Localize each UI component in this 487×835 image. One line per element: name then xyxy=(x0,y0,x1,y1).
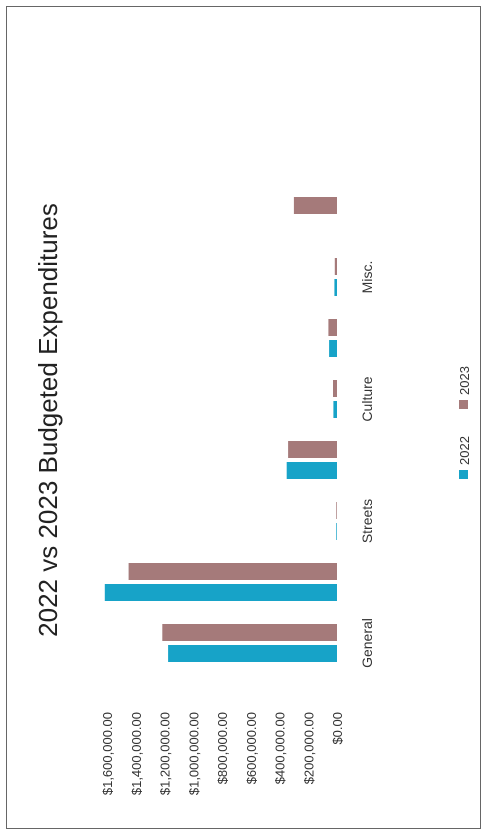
value-tick-label: $400,000.00 xyxy=(273,712,288,784)
bar-2022-slot-5 xyxy=(329,340,337,357)
value-tick-label: $200,000.00 xyxy=(301,712,316,784)
category-label: Streets xyxy=(359,499,375,543)
value-tick-label: $1,600,000.00 xyxy=(100,712,115,795)
legend-label: 2023 xyxy=(457,366,472,395)
value-tick-label: $800,000.00 xyxy=(215,712,230,784)
bar-2023-Streets xyxy=(336,502,337,519)
bar-2023-slot-7 xyxy=(293,197,337,214)
category-label: General xyxy=(359,618,375,668)
bar-2023-General xyxy=(162,624,337,641)
legend: 2022 2023 xyxy=(457,366,472,479)
bar-2023-Misc. xyxy=(334,258,337,275)
bar-2022-Culture xyxy=(333,401,337,418)
bar-2023-slot-1 xyxy=(128,563,337,580)
bar-2023-slot-5 xyxy=(328,319,337,336)
bar-2022-Streets xyxy=(336,523,337,540)
value-axis: $0.00 $200,000.00 $400,000.00 $600,000.00 $8… xyxy=(100,712,345,795)
legend-swatch-2022 xyxy=(459,470,468,479)
legend-swatch-2023 xyxy=(459,400,468,409)
value-tick-label: $1,000,000.00 xyxy=(186,712,201,795)
value-tick-label: $600,000.00 xyxy=(244,712,259,784)
category-axis: General Streets Culture Misc. xyxy=(359,261,375,668)
bar-2022-slot-3 xyxy=(286,462,337,479)
chart-frame xyxy=(6,6,481,829)
bar-2022-slot-1 xyxy=(104,584,337,601)
bar-2023-Culture xyxy=(333,380,337,397)
value-tick-label: $1,200,000.00 xyxy=(158,712,173,795)
category-label: Culture xyxy=(359,376,375,421)
bars xyxy=(104,197,337,662)
bar-2022-Misc. xyxy=(334,279,337,296)
chart-title: 2022 vs 2023 Budgeted Expenditures xyxy=(33,203,63,637)
bar-2022-General xyxy=(168,645,337,662)
value-tick-label: $1,400,000.00 xyxy=(129,712,144,795)
legend-label: 2022 xyxy=(457,436,472,465)
value-tick-label: $0.00 xyxy=(330,712,345,745)
category-label: Misc. xyxy=(359,261,375,294)
bar-2023-slot-3 xyxy=(288,441,337,458)
